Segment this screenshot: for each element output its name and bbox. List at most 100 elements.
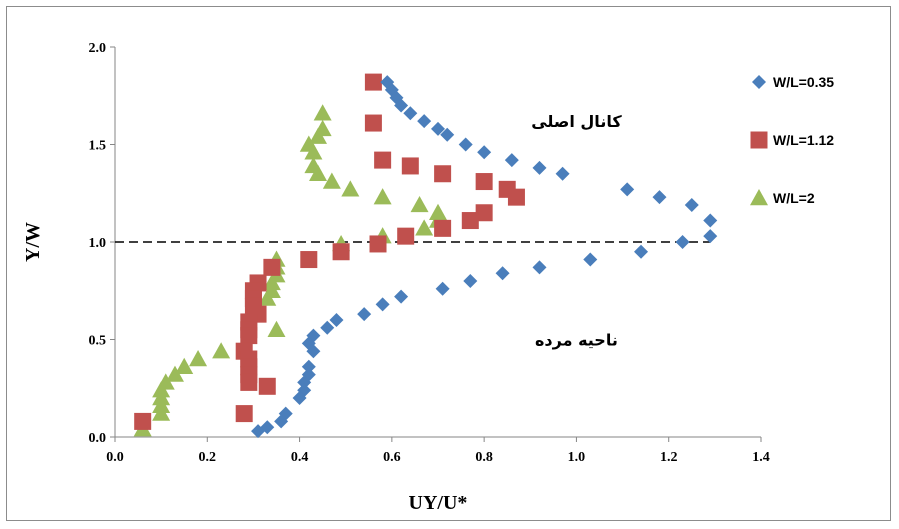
data-point (320, 320, 335, 335)
data-point (397, 227, 415, 245)
y-ticks: 0.0 0.5 1.0 1.5 2.0 (89, 41, 115, 446)
annotations: کانال اصلی ناحیه مرده (531, 112, 622, 349)
data-point (532, 160, 547, 175)
x-ticks: 0.0 0.2 0.4 0.6 0.8 1.0 1.2 1.4 (106, 437, 770, 465)
data-point (322, 172, 341, 189)
data-point (703, 229, 718, 244)
data-point (620, 182, 635, 197)
data-point (507, 188, 525, 206)
data-point (477, 145, 492, 160)
data-point (235, 405, 253, 423)
region-annotation: ناحیه مرده (535, 331, 618, 350)
data-point (175, 357, 194, 374)
data-point (369, 235, 387, 253)
data-point (329, 313, 344, 327)
data-point (403, 106, 418, 121)
data-point (461, 212, 479, 230)
data-point (675, 235, 690, 249)
series-diamond (251, 75, 718, 439)
legend-label: W/L=1.12 (773, 132, 834, 148)
data-point (417, 114, 432, 129)
legend-label: W/L=0.35 (773, 74, 834, 90)
legend-marker (752, 75, 766, 89)
data-point (440, 127, 455, 142)
data-point (332, 243, 350, 261)
data-point (364, 114, 382, 132)
data-point (684, 197, 699, 212)
data-point (415, 219, 434, 236)
y-tick-label: 1.5 (89, 139, 107, 154)
data-point (240, 373, 258, 391)
data-point (431, 121, 445, 136)
y-tick-label: 1.0 (89, 236, 107, 251)
data-point (401, 157, 419, 175)
data-point (251, 424, 266, 439)
data-point (300, 251, 318, 269)
series-triangle (133, 104, 447, 437)
data-point (165, 365, 184, 382)
y-tick-label: 0.0 (89, 431, 107, 446)
data-point (292, 391, 307, 405)
data-point (375, 297, 390, 312)
data-point (435, 281, 450, 296)
data-point (313, 104, 332, 121)
data-point (267, 320, 286, 337)
data-point (410, 195, 429, 213)
data-point (555, 166, 570, 181)
data-point (583, 252, 598, 267)
region-annotation: کانال اصلی (531, 112, 622, 131)
data-point (263, 258, 281, 276)
data-point (134, 412, 152, 430)
y-tick-label: 2.0 (89, 41, 107, 56)
y-tick-label: 0.5 (89, 334, 107, 349)
data-point (504, 153, 519, 168)
data-point (297, 375, 312, 390)
x-tick-label: 1.0 (568, 450, 586, 465)
legend-marker (750, 131, 768, 149)
data-point (309, 164, 328, 181)
data-point (306, 344, 321, 359)
legend-marker (750, 189, 768, 206)
data-point (364, 73, 382, 91)
data-point (634, 244, 649, 259)
legend: W/L=0.35 W/L=1.12 W/L=2 (750, 74, 834, 206)
data-point (495, 266, 510, 281)
data-point (258, 289, 277, 306)
data-point (434, 165, 452, 183)
x-tick-label: 1.4 (752, 450, 770, 465)
data-point (652, 190, 667, 205)
series-square (134, 73, 525, 430)
data-point (532, 260, 547, 275)
data-point (309, 127, 328, 144)
data-point (463, 274, 478, 288)
data-point (458, 137, 473, 152)
data-point (394, 289, 409, 304)
data-points (133, 73, 718, 439)
data-point (357, 307, 372, 322)
data-point (373, 188, 392, 205)
data-point (240, 327, 258, 345)
x-tick-label: 1.2 (660, 450, 678, 465)
x-axis-title: UY/U* (409, 492, 468, 514)
y-axis-title: Y/W (22, 222, 44, 262)
data-point (434, 219, 452, 237)
chart-frame: 0.0 0.5 1.0 1.5 2.0 0.0 0.2 0.4 0.6 0.8 1.0 1.2 1.4… (6, 6, 891, 521)
scatter-chart: 0.0 0.5 1.0 1.5 2.0 0.0 0.2 0.4 0.6 0.8 1.0 1.2 1.4… (22, 41, 834, 514)
legend-label: W/L=2 (773, 190, 815, 206)
data-point (152, 404, 171, 421)
data-point (703, 213, 718, 228)
data-point (394, 98, 409, 113)
data-point (374, 151, 392, 169)
data-point (212, 342, 231, 359)
x-tick-label: 0.2 (199, 450, 217, 465)
data-point (258, 377, 276, 395)
data-point (274, 414, 289, 429)
data-point (475, 173, 493, 191)
x-tick-label: 0.0 (106, 450, 124, 465)
data-point (304, 143, 323, 160)
data-point (189, 350, 208, 367)
data-point (301, 359, 316, 374)
x-tick-label: 0.4 (291, 450, 309, 465)
data-point (475, 204, 493, 222)
x-tick-label: 0.8 (475, 450, 493, 465)
